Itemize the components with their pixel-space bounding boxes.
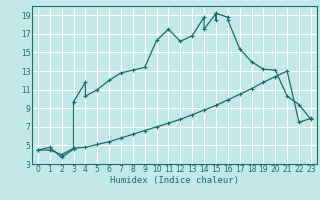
X-axis label: Humidex (Indice chaleur): Humidex (Indice chaleur) [110, 176, 239, 185]
